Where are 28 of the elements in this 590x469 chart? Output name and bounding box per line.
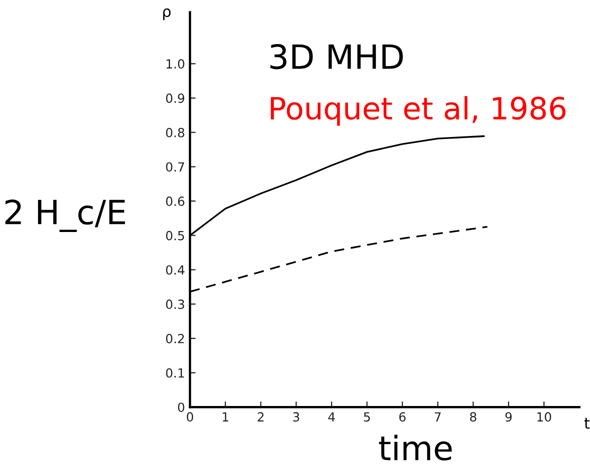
y-tick-label: 0.7 bbox=[166, 162, 184, 172]
x-tick-label: 1 bbox=[222, 412, 228, 422]
y-tick-label: 0.1 bbox=[166, 368, 184, 378]
x-tick-label: 0 bbox=[186, 412, 194, 422]
y-tick-label: 0.5 bbox=[166, 230, 184, 240]
y-tick-label: 0.4 bbox=[166, 265, 184, 275]
y-tick-label: 0.2 bbox=[166, 334, 184, 344]
x-axis-title: time bbox=[379, 434, 452, 461]
x-tick-label: 10 bbox=[537, 412, 552, 422]
text: 2 H_c/E bbox=[5, 199, 125, 232]
y-tick-label: 1.0 bbox=[166, 59, 184, 69]
x-tick-label: 9 bbox=[505, 412, 512, 422]
y-tick-label: 0.8 bbox=[166, 128, 184, 138]
x-tick-label: 5 bbox=[364, 412, 370, 422]
x-tick-label: 3 bbox=[293, 412, 300, 422]
x-tick-label: 7 bbox=[434, 412, 441, 422]
annotation: Pouquet et al, 1986 bbox=[270, 96, 566, 126]
text: t bbox=[584, 418, 590, 429]
y-tick-label: 0 bbox=[178, 402, 184, 412]
x-tick-label: 8 bbox=[470, 412, 476, 422]
y-axis-title: ρ bbox=[163, 8, 171, 20]
x-tick-label: 6 bbox=[399, 412, 406, 422]
y-tick-label: 0.3 bbox=[166, 300, 184, 309]
y-tick-label: 0.6 bbox=[166, 196, 184, 206]
y-tick-label: 0.9 bbox=[166, 94, 184, 103]
x-tick-label: 2 bbox=[258, 412, 264, 422]
x-tick-label: 4 bbox=[328, 412, 335, 422]
text: 3D MHD bbox=[270, 44, 403, 70]
